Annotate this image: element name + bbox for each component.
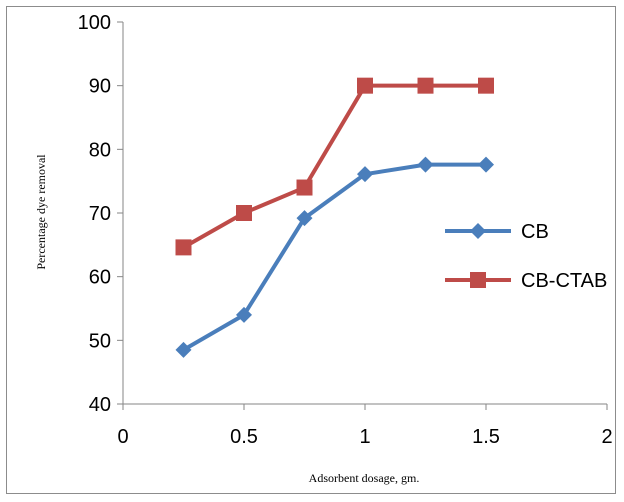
data-point [236,205,252,221]
x-tick-label: 1 [359,426,370,448]
chart-frame [6,6,616,494]
legend-marker [470,272,486,288]
data-point [417,156,434,173]
data-point [296,210,313,227]
y-tick-label: 70 [89,203,111,225]
data-point [417,77,434,94]
x-axis-title: Adsorbent dosage, gm. [309,471,420,485]
data-point [478,77,494,94]
data-point [236,306,252,323]
x-tick-label: 0 [117,426,128,448]
tick-labels: 40 50 60 70 80 90 100 0 0.5 1 1.5 2 [78,12,613,448]
series-cb-ctab [175,77,494,256]
data-point [296,179,313,196]
data-point [175,341,192,358]
legend-label: CB [521,221,549,243]
series-line [181,162,488,352]
series-cb [175,156,494,358]
y-tick-label: 60 [89,267,111,289]
y-axis-title: Percentage dye removal [34,154,48,270]
axes [117,21,608,410]
legend-marker [470,223,486,239]
data-point [175,239,192,256]
legend-entry-cb-ctab: CB-CTAB [445,270,607,292]
y-tick-label: 50 [89,330,111,352]
legend-entry-cb: CB [445,221,549,243]
y-tick-label: 90 [89,76,111,98]
y-tick-label: 80 [89,139,111,161]
x-tick-label: 2 [601,426,612,448]
series-line [181,83,488,250]
x-tick-label: 0.5 [230,426,258,448]
series-layer [175,77,494,358]
legend-label: CB-CTAB [521,270,607,292]
data-point [478,156,494,173]
legend: CB CB-CTAB [445,221,607,292]
y-tick-label: 40 [89,394,111,416]
data-point [357,77,373,94]
x-tick-label: 1.5 [472,426,500,448]
data-point [357,166,373,183]
y-tick-label: 100 [78,12,111,34]
